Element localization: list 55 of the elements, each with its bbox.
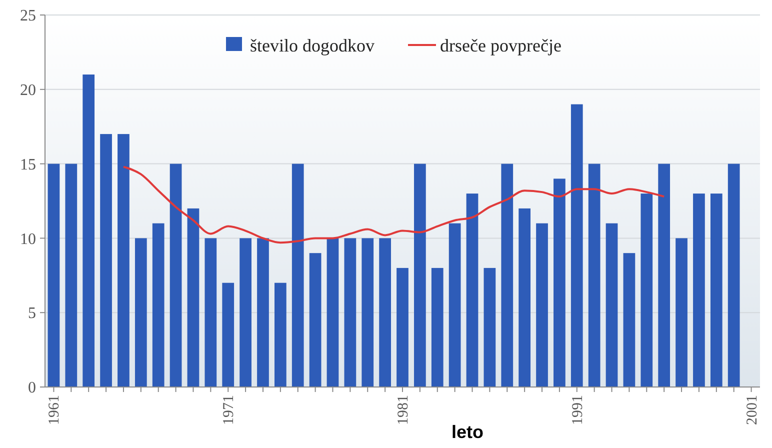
x-tick-label: 1981 [396,395,412,425]
bar [65,164,78,387]
x-tick-label: 1971 [221,395,238,425]
y-tick-label: 10 [20,230,36,248]
y-tick-label: 5 [28,305,36,322]
bar [222,282,234,387]
bar [728,164,740,387]
x-tick-label: 1961 [46,395,63,425]
y-tick-label: 20 [20,82,36,99]
bar [100,134,112,387]
bar [536,223,548,387]
x-tick-label: 1991 [570,395,586,425]
bar [431,268,444,387]
bar [257,238,269,387]
bar [134,238,147,387]
bar [466,194,478,387]
bar [501,164,514,387]
bar [344,238,356,387]
bar [292,164,304,387]
bar [170,164,182,387]
bar [396,268,408,387]
bar [710,194,722,387]
x-tick-label: 2001 [744,395,760,425]
bar [204,238,217,387]
bar [309,253,322,387]
bar [362,238,374,387]
y-tick-label: 15 [20,156,36,174]
bar [414,164,426,387]
legend-label: število dogodkov [250,35,374,56]
bar [484,268,496,387]
bar [118,134,130,387]
bar [240,238,252,387]
bar [640,194,653,387]
bar [152,223,164,387]
bar [448,223,461,387]
bar [48,164,60,387]
y-tick-label: 25 [20,8,36,25]
bar [588,164,600,387]
bar [187,208,200,387]
bar [326,238,339,387]
bar [658,164,670,387]
bar [693,194,705,387]
bar [606,223,618,387]
bar [676,238,688,387]
x-axis-title: leto [451,422,484,442]
legend-label: drseče povprečje [440,35,562,56]
bar [518,208,531,387]
bar [570,104,583,387]
bar [82,74,95,387]
bar [274,282,286,387]
line-series [122,166,666,244]
y-tick-label: 0 [28,380,36,397]
bar [379,238,391,387]
bar [554,178,566,387]
bar [623,253,636,387]
